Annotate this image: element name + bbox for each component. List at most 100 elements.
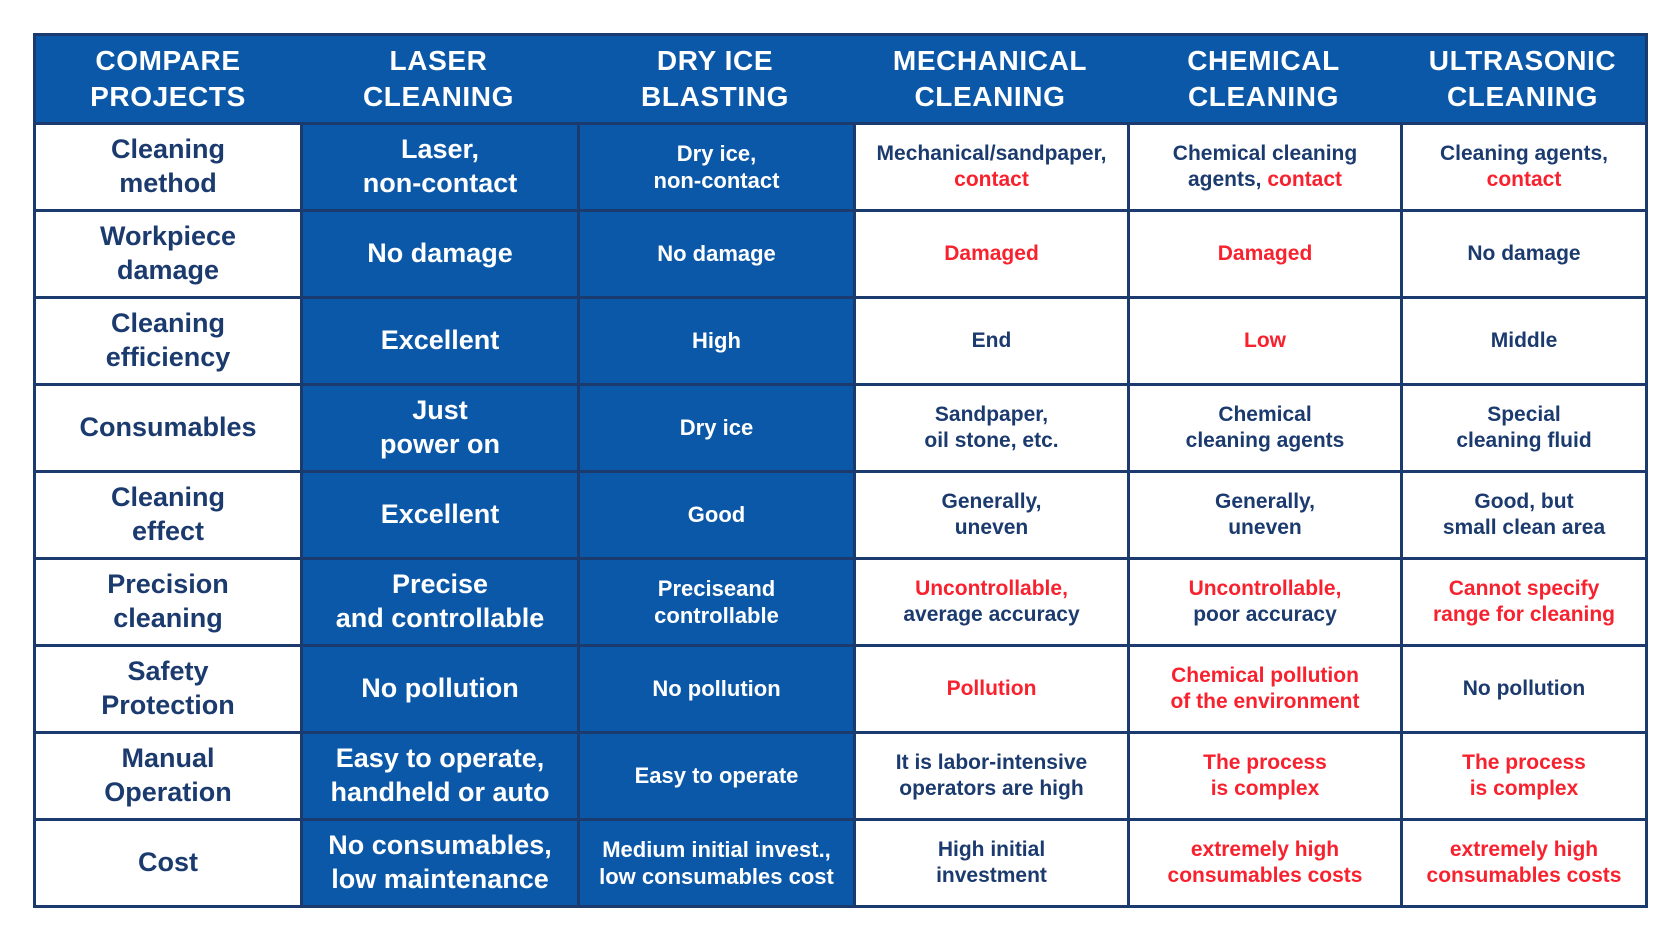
cell-safety-protection--chemical-cleaning: Chemical pollution of the environment [1127,644,1400,731]
cell-text-segment: Dry ice [679,415,754,441]
column-header-ultrasonic-cleaning: ULTRASONIC CLEANING [1428,44,1617,112]
cell-manual-operation--dry-ice-blasting: Easy to operate [577,731,853,818]
cell-text-segment: cleaning fluid [1456,429,1592,452]
cell-safety-protection--ultrasonic-cleaning: No pollution [1400,644,1645,731]
cell-cost--mechanical-cleaning: High initial investment [853,818,1127,905]
cell-text-segment: Chemical [1218,402,1312,426]
cell-text-segment: Easy to operate [634,763,799,789]
row-label-manual-operation: Manual Operation [36,731,300,818]
cell-text-segment: Just [412,395,468,426]
cell-cost--chemical-cleaning: extremely high consumables costs [1127,818,1400,905]
cell-workpiece-damage--ultrasonic-cleaning: No damage [1400,209,1645,296]
cell-text-segment: Sandpaper, [934,402,1049,426]
row-label-consumables: Consumables [36,383,300,470]
cell-text-segment: contact [1486,168,1562,191]
cell-text-segment: oil stone, etc. [924,429,1059,452]
cell-text-segment: Good [687,502,746,528]
cell-text-segment: investment [936,864,1047,887]
cell-text-segment: High [692,328,741,354]
cell-cleaning-efficiency--mechanical-cleaning: End [853,296,1127,383]
cell-manual-operation--mechanical-cleaning: It is labor-intensive operators are high [853,731,1127,818]
cell-consumables--dry-ice-blasting: Dry ice [577,383,853,470]
cell-cleaning-method--ultrasonic-cleaning: Cleaning agents, contact [1400,122,1645,209]
cell-text-segment: non-contact [362,168,518,198]
table-header-row: COMPARE PROJECTS LASER CLEANING DRY ICE BLAST… [36,36,1645,122]
cell-text-segment: extremely high [1190,837,1340,861]
cell-text-segment: cleaning agents [1185,429,1345,452]
cell-text-segment: Chemical pollution [1171,663,1359,687]
cell-text-segment: is complex [1210,777,1320,800]
cell-cleaning-effect--mechanical-cleaning: Generally, uneven [853,470,1127,557]
column-header-laser-cleaning: LASER CLEANING [362,44,515,112]
table-row-cleaning-method: Cleaning method Laser, non-contact Dry ice, n… [36,122,1645,209]
table-row-cleaning-efficiency: Cleaning efficiency Excellent High End Low Mid… [36,296,1645,383]
table-row-workpiece-damage: Workpiece damage No damage No damage Damaged… [36,209,1645,296]
cell-text-segment: of the environment [1170,690,1360,713]
row-label-cost: Cost [36,818,300,905]
cell-precision-cleaning--dry-ice-blasting: Preciseand controllable [577,557,853,644]
cell-text-segment: Precise [391,569,489,600]
cell-text-segment: No consumables, [328,830,552,861]
cell-text-segment: controllable [654,603,779,628]
cell-text-segment: The process [1203,750,1327,774]
row-label-workpiece-damage: Workpiece damage [36,209,300,296]
column-header-compare-projects: COMPARE PROJECTS [90,44,246,112]
comparison-table: COMPARE PROJECTS LASER CLEANING DRY ICE BLAST… [33,33,1648,908]
cell-cleaning-method--laser-cleaning: Laser, non-contact [300,122,577,209]
column-header-dry-ice-blasting: DRY ICE BLASTING [641,44,789,112]
cell-consumables--mechanical-cleaning: Sandpaper, oil stone, etc. [853,383,1127,470]
cell-text-segment: Mechanical/sandpaper, [876,141,1107,165]
cell-text-segment: contact [1267,168,1343,191]
cell-text-segment: No damage [367,238,513,269]
cell-text-segment: range for cleaning [1432,603,1616,626]
cell-text-segment: uneven [954,516,1029,539]
cell-workpiece-damage--laser-cleaning: No damage [300,209,577,296]
cell-manual-operation--chemical-cleaning: The process is complex [1127,731,1400,818]
cell-text-segment: low consumables cost [599,864,834,889]
cell-cost--ultrasonic-cleaning: extremely high consumables costs [1400,818,1645,905]
cell-text-segment: No damage [1467,241,1581,265]
cell-text-segment: consumables costs [1426,864,1622,887]
cell-text-segment: Damaged [944,241,1039,265]
cell-text-segment: Laser, [400,134,480,165]
cell-manual-operation--ultrasonic-cleaning: The process is complex [1400,731,1645,818]
table-row-safety-protection: Safety Protection No pollution No pollution… [36,644,1645,731]
row-label-safety-protection: Safety Protection [36,644,300,731]
table-row-consumables: Consumables Just power on Dry ice Sandpaper,… [36,383,1645,470]
cell-consumables--ultrasonic-cleaning: Special cleaning fluid [1400,383,1645,470]
cell-cleaning-effect--laser-cleaning: Excellent [300,470,577,557]
cell-precision-cleaning--ultrasonic-cleaning: Cannot specify range for cleaning [1400,557,1645,644]
cell-cleaning-method--dry-ice-blasting: Dry ice, non-contact [577,122,853,209]
cell-text-segment: Chemical cleaning [1172,141,1358,165]
column-header-mechanical-cleaning: MECHANICAL CLEANING [892,44,1088,112]
cell-text-segment: operators are high [899,777,1084,800]
cell-text-segment: No pollution [361,673,519,704]
cell-text-segment: Excellent [380,499,500,530]
cell-workpiece-damage--mechanical-cleaning: Damaged [853,209,1127,296]
cell-consumables--chemical-cleaning: Chemical cleaning agents [1127,383,1400,470]
cell-text-segment: non-contact [653,168,780,193]
cell-cleaning-effect--ultrasonic-cleaning: Good, but small clean area [1400,470,1645,557]
cell-cleaning-effect--chemical-cleaning: Generally, uneven [1127,470,1400,557]
cell-text-segment: Damaged [1217,241,1313,265]
cell-consumables--laser-cleaning: Just power on [300,383,577,470]
cell-text-segment: End [971,328,1012,352]
cell-text-segment: extremely high [1449,837,1599,861]
cell-text-segment: The process [1462,750,1586,774]
cell-text-segment: High initial [937,837,1046,861]
cell-precision-cleaning--mechanical-cleaning: Uncontrollable, average accuracy [853,557,1127,644]
cell-text-segment: poor accuracy [1193,603,1337,626]
cell-safety-protection--dry-ice-blasting: No pollution [577,644,853,731]
cell-precision-cleaning--chemical-cleaning: Uncontrollable, poor accuracy [1127,557,1400,644]
cell-cleaning-effect--dry-ice-blasting: Good [577,470,853,557]
cell-text-segment: It is labor-intensive [895,750,1088,774]
cell-text-segment: consumables costs [1167,864,1363,887]
cell-text-segment: Dry ice, [676,140,757,166]
cell-text-segment: average accuracy [903,603,1080,626]
cell-text-segment: agents, [1187,168,1268,191]
cell-text-segment: Uncontrollable, [1188,576,1342,600]
cell-text-segment: Medium initial invest., [602,836,831,862]
cell-text-segment: Cannot specify [1448,576,1600,600]
cell-safety-protection--laser-cleaning: No pollution [300,644,577,731]
cell-cleaning-efficiency--ultrasonic-cleaning: Middle [1400,296,1645,383]
